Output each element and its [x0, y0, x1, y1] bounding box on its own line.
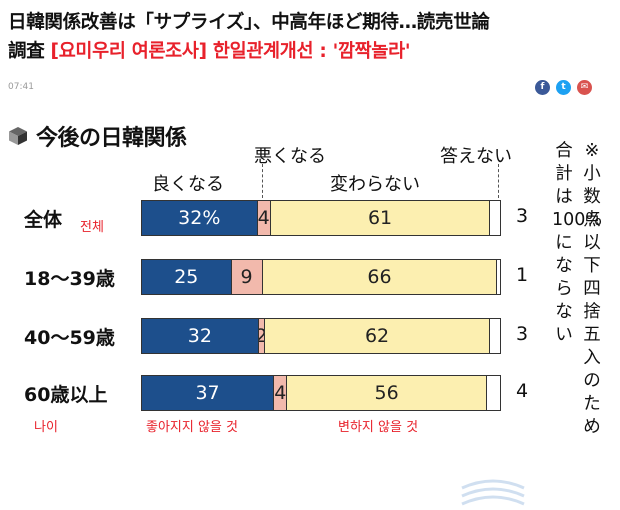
stacked-bar: 25 9 66: [141, 259, 501, 295]
bar-segment-same: 62: [264, 319, 490, 353]
bar-segment-bad: 4: [273, 376, 288, 410]
mail-share-icon[interactable]: ✉: [577, 80, 592, 95]
meta-row: 07:41 f t ✉: [0, 80, 620, 98]
value-label-na: 4: [516, 380, 529, 402]
bar-segment-na: [496, 260, 500, 294]
value-label-na: 3: [516, 205, 529, 227]
korean-label-same: 변하지 않을 것: [338, 420, 419, 435]
header-bad: 悪くなる: [254, 146, 326, 167]
bar-segment-good: 25: [142, 260, 231, 294]
stacked-bar: 32262: [141, 318, 501, 354]
header-good: 良くなる: [152, 174, 224, 195]
bar-segment-na: [489, 319, 500, 353]
twitter-share-icon[interactable]: t: [556, 80, 571, 95]
chart-title: 今後の日韓関係: [36, 126, 187, 151]
article-headline: 日韓関係改善は「サプライズ」、中高年ほど期待…読売世論 調査 [요미우리 여론조…: [8, 8, 612, 66]
bar-segment-na: [489, 201, 500, 235]
facebook-share-icon[interactable]: f: [535, 80, 550, 95]
footnote-col-1: ※小数点以下四捨五入のため: [583, 141, 601, 437]
stacked-bar: 32% 4 61: [141, 200, 501, 236]
headline-japanese-cont: 調査: [8, 41, 45, 62]
footnote-col-2: 合計は100%にならない: [552, 141, 603, 345]
korean-label-total: 전체: [80, 220, 104, 235]
bar-segment-bad: 4: [256, 201, 271, 235]
footnote: ※小数点以下四捨五入のため 合計は100%にならない: [540, 140, 610, 437]
stacked-bar: 37 4 56: [141, 375, 501, 411]
headline-japanese: 日韓関係改善は「サプライズ」、中高年ほど期待…読売世論: [8, 12, 490, 33]
guide-line-bad: [262, 164, 263, 198]
bar-segment-same: 56: [287, 376, 486, 410]
bar-segment-na: [485, 376, 500, 410]
cube-icon: [9, 127, 27, 145]
row-label: 全体: [24, 209, 63, 231]
survey-chart: 今後の日韓関係 悪くなる 答えない 良くなる 変わらない ※小数点以下四捨五入の…: [0, 104, 620, 506]
bar-segment-same: 66: [262, 260, 497, 294]
korean-label-age: 나이: [34, 420, 58, 435]
row-label: 18〜39歳: [24, 268, 115, 290]
watermark-logo: [461, 479, 525, 506]
headline-korean: [요미우리 여론조사] 한일관계개선 : '깜짝놀라': [44, 41, 411, 62]
bar-segment-good: 32: [142, 319, 258, 353]
bar-segment-good: 32%: [142, 201, 257, 235]
timestamp: 07:41: [8, 82, 34, 92]
guide-line-na: [498, 164, 499, 198]
bar-segment-same: 61: [270, 201, 490, 235]
row-label: 60歳以上: [24, 384, 108, 406]
bar-segment-good: 37: [142, 376, 274, 410]
value-label-na: 1: [516, 264, 529, 286]
value-label-na: 3: [516, 323, 529, 345]
header-same: 変わらない: [330, 174, 420, 195]
header-na: 答えない: [440, 146, 512, 167]
row-label: 40〜59歳: [24, 327, 115, 349]
korean-label-bad: 좋아지지 않을 것: [146, 420, 238, 435]
bar-segment-bad: 2: [257, 319, 265, 353]
bar-segment-bad: 9: [230, 260, 263, 294]
